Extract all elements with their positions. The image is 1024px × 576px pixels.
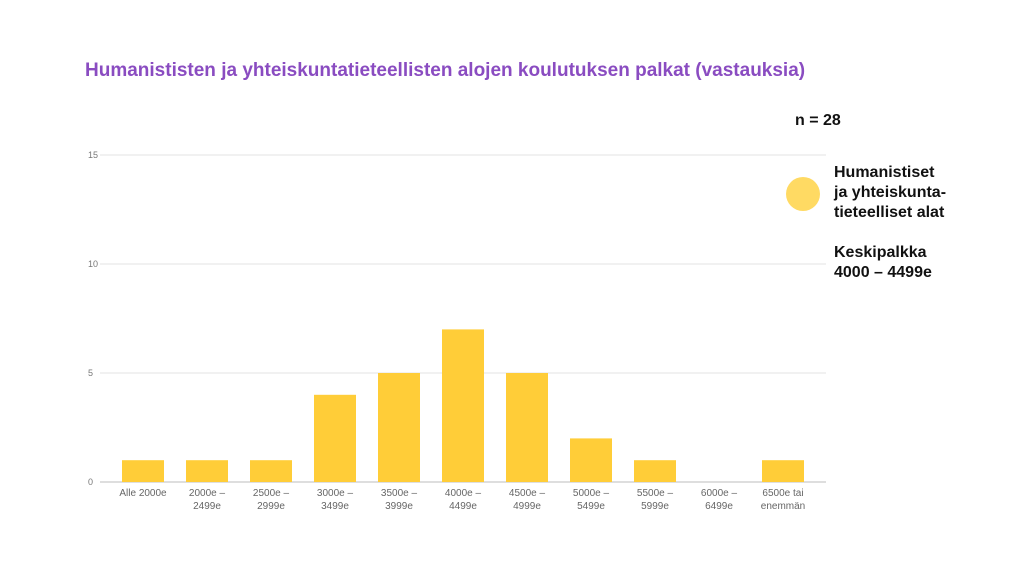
legend-label: Humanistiset ja yhteiskunta- tieteellise… xyxy=(834,163,946,223)
x-category-label: 4000e – xyxy=(445,488,482,499)
bar xyxy=(762,460,804,482)
x-category-label: 5500e – xyxy=(637,488,674,499)
legend-line: ja yhteiskunta- xyxy=(834,184,947,201)
bar xyxy=(122,460,164,482)
x-category-label: Alle 2000e xyxy=(119,488,167,499)
x-category-label: 2000e – xyxy=(189,488,226,499)
x-category-label: 5499e xyxy=(577,501,605,512)
legend-marker xyxy=(786,177,820,211)
x-category-label: 2499e xyxy=(193,501,221,512)
y-tick-label: 10 xyxy=(88,259,98,269)
x-category-label: 5999e xyxy=(641,501,669,512)
y-tick-label: 5 xyxy=(88,368,93,378)
bar xyxy=(634,460,676,482)
bar xyxy=(250,460,292,482)
x-category-label: 3000e – xyxy=(317,488,354,499)
chart-title: Humanististen ja yhteiskuntatieteelliste… xyxy=(85,60,806,81)
y-tick-label: 15 xyxy=(88,150,98,160)
legend-line: tieteelliset alat xyxy=(834,204,945,221)
average-salary-note: Keskipalkka 4000 – 4499e xyxy=(834,243,932,283)
x-category-label: 6500e tai xyxy=(762,488,803,499)
average-label: Keskipalkka xyxy=(834,244,927,261)
x-category-label: 4999e xyxy=(513,501,541,512)
x-category-label: 4499e xyxy=(449,501,477,512)
bar xyxy=(506,373,548,482)
x-category-label: 3499e xyxy=(321,501,349,512)
x-category-label: 3500e – xyxy=(381,488,418,499)
x-category-label: 3999e xyxy=(385,501,413,512)
x-category-label: 6499e xyxy=(705,501,733,512)
x-category-label: 5000e – xyxy=(573,488,610,499)
x-category-label: 6000e – xyxy=(701,488,738,499)
y-tick-label: 0 xyxy=(88,477,93,487)
bar xyxy=(442,329,484,482)
x-category-label: 4500e – xyxy=(509,488,546,499)
average-value: 4000 – 4499e xyxy=(834,264,932,281)
bar xyxy=(186,460,228,482)
x-category-label: enemmän xyxy=(761,501,805,512)
legend-line: Humanistiset xyxy=(834,164,935,181)
x-category-label: 2999e xyxy=(257,501,285,512)
bar xyxy=(314,394,356,482)
sample-size-label: n = 28 xyxy=(795,112,841,129)
bar xyxy=(378,373,420,482)
x-category-label: 2500e – xyxy=(253,488,290,499)
bar xyxy=(570,438,612,482)
